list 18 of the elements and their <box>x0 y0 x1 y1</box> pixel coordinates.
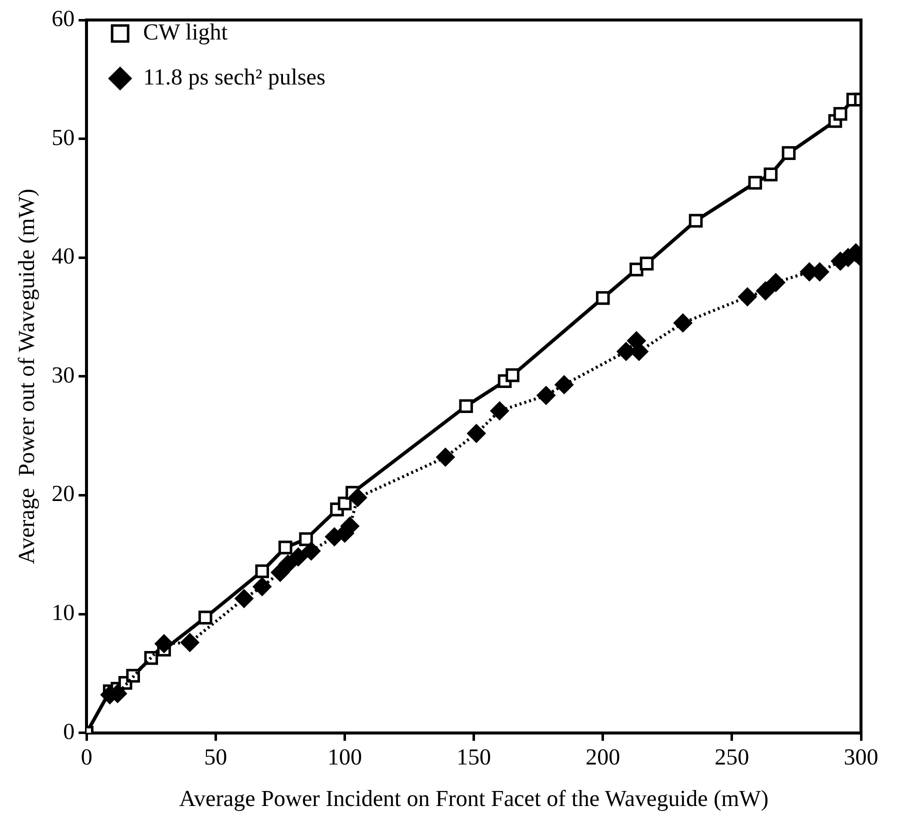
x-tick-label: 50 <box>204 744 228 770</box>
x-tick-label: 250 <box>714 744 750 770</box>
y-tick-label: 0 <box>63 718 75 744</box>
x-tick-label: 200 <box>586 744 620 770</box>
y-tick-label: 40 <box>52 244 75 269</box>
y-tick-label: 50 <box>52 124 75 150</box>
x-axis-title: Average Power Incident on Front Facet of the Waveguide (mW) <box>179 786 768 812</box>
y-tick-label: 10 <box>52 600 75 626</box>
x-tick-label: 100 <box>327 744 362 770</box>
legend-label: 11.8 ps sech² pulses <box>143 64 326 90</box>
x-tick-label: 300 <box>844 744 878 770</box>
y-tick-label: 20 <box>52 481 75 506</box>
y-tick-label: 60 <box>52 6 75 32</box>
legend-label: CW light <box>143 20 228 45</box>
y-tick-label: 30 <box>52 362 75 388</box>
x-tick-label: 0 <box>80 744 92 770</box>
y-axis-title: Average Power out of Waveguide (mW) <box>14 188 39 564</box>
x-tick-label: 150 <box>456 744 492 770</box>
